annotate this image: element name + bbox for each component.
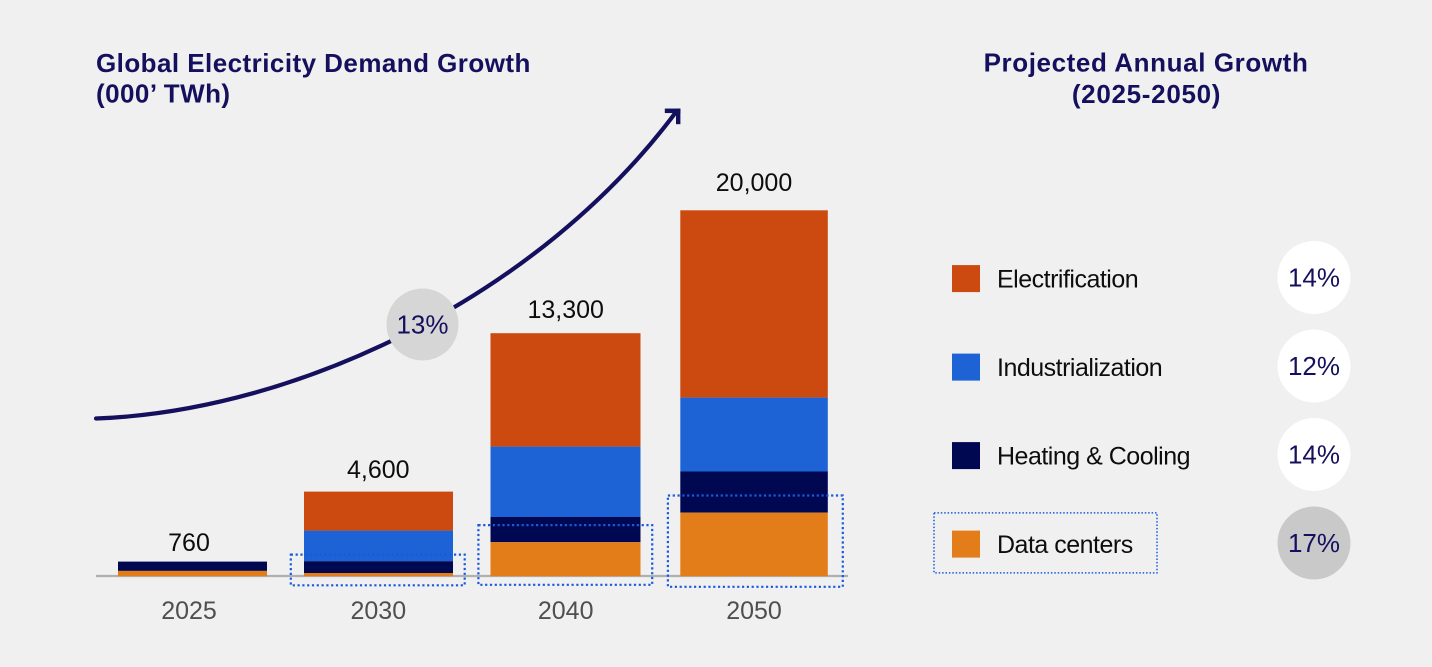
svg-text:2025: 2025: [161, 597, 217, 625]
svg-text:Projected Annual Growth: Projected Annual Growth: [984, 48, 1309, 78]
svg-text:Heating & Cooling: Heating & Cooling: [997, 443, 1190, 471]
svg-text:(000’ TWh): (000’ TWh): [96, 79, 231, 109]
svg-text:2040: 2040: [538, 597, 594, 625]
svg-text:Industrialization: Industrialization: [997, 354, 1162, 382]
svg-text:12%: 12%: [1288, 351, 1340, 381]
svg-text:20,000: 20,000: [716, 169, 792, 197]
svg-text:14%: 14%: [1288, 263, 1340, 293]
svg-text:13,300: 13,300: [527, 296, 603, 324]
svg-text:760: 760: [168, 529, 210, 557]
svg-text:17%: 17%: [1288, 528, 1340, 558]
svg-text:Data centers: Data centers: [997, 531, 1133, 559]
svg-text:Electrification: Electrification: [997, 266, 1138, 294]
svg-text:Global Electricity Demand Grow: Global Electricity Demand Growth: [96, 48, 531, 78]
svg-text:4,600: 4,600: [347, 456, 410, 484]
svg-text:13%: 13%: [396, 310, 448, 340]
svg-text:(2025-2050): (2025-2050): [1072, 79, 1221, 109]
svg-text:14%: 14%: [1288, 440, 1340, 470]
svg-text:2030: 2030: [350, 597, 406, 625]
svg-text:2050: 2050: [726, 597, 782, 625]
